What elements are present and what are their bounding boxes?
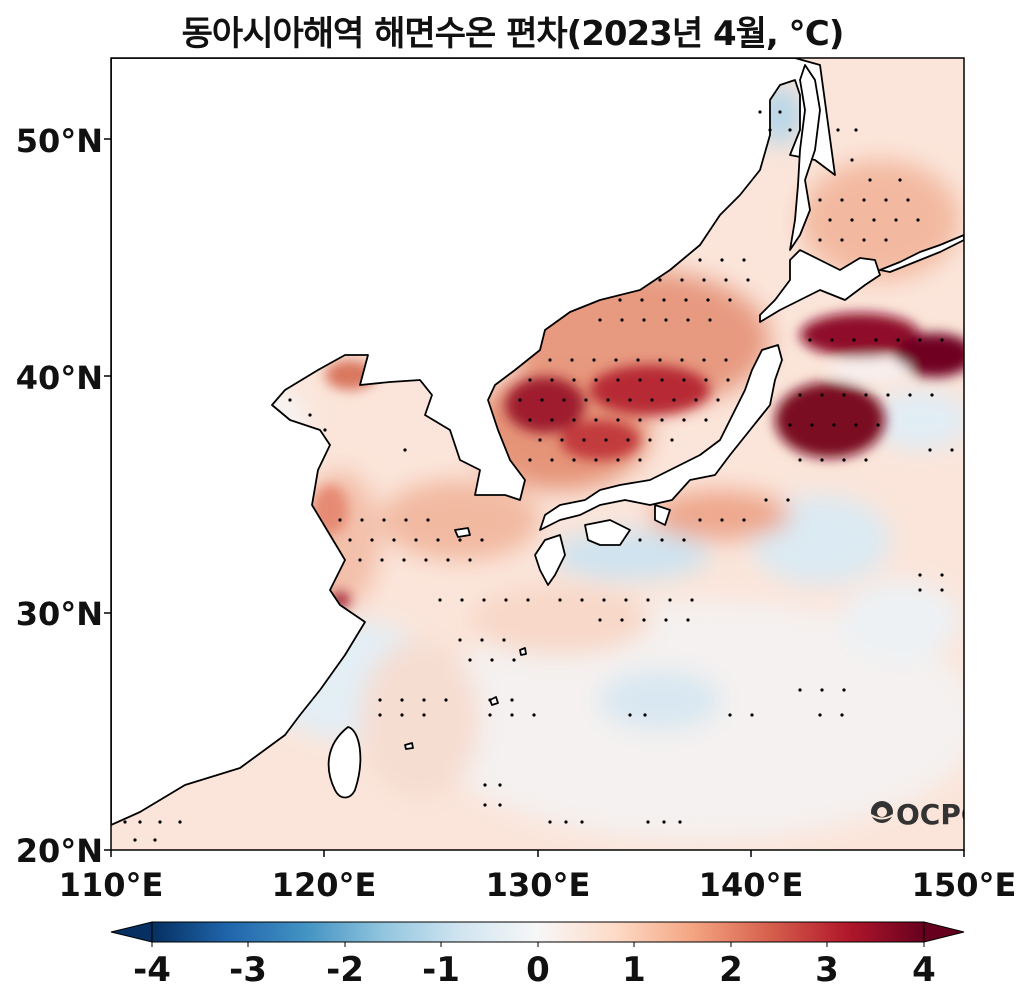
colorbar-label-4: 4	[912, 950, 936, 990]
svg-text:OCPC: OCPC	[896, 798, 981, 831]
lat-ticks	[104, 138, 111, 851]
lon-label-120e: 120°E	[271, 866, 377, 904]
ocpc-logo: OCPC	[870, 798, 981, 831]
colorbar-label-minus2: -2	[326, 950, 364, 990]
colorbar-label-0: 0	[526, 950, 550, 990]
colorbar-label-1: 1	[622, 950, 646, 990]
lon-label-110e: 110°E	[58, 866, 164, 904]
lat-label-30n: 30°N	[15, 595, 103, 633]
colorbar-label-3: 3	[815, 950, 839, 990]
map-title: 동아시아해역 해면수온 편차(2023년 4월, ℃)	[181, 14, 845, 54]
lat-label-40n: 40°N	[15, 359, 103, 397]
colorbar-label-minus4: -4	[133, 950, 171, 990]
lon-label-130e: 130°E	[485, 866, 591, 904]
lat-label-20n: 20°N	[15, 832, 103, 870]
colorbar	[110, 921, 965, 947]
lat-label-50n: 50°N	[15, 122, 103, 160]
significance-stipple	[123, 110, 954, 842]
colorbar-label-minus1: -1	[422, 950, 460, 990]
anomaly-field: OCPC	[111, 58, 981, 850]
colorbar-label-2: 2	[719, 950, 743, 990]
coastlines-land	[111, 58, 964, 826]
lon-ticks	[110, 850, 965, 857]
lon-label-140e: 140°E	[698, 866, 804, 904]
colorbar-label-minus3: -3	[229, 950, 267, 990]
lon-label-150e: 150°E	[911, 866, 1017, 904]
